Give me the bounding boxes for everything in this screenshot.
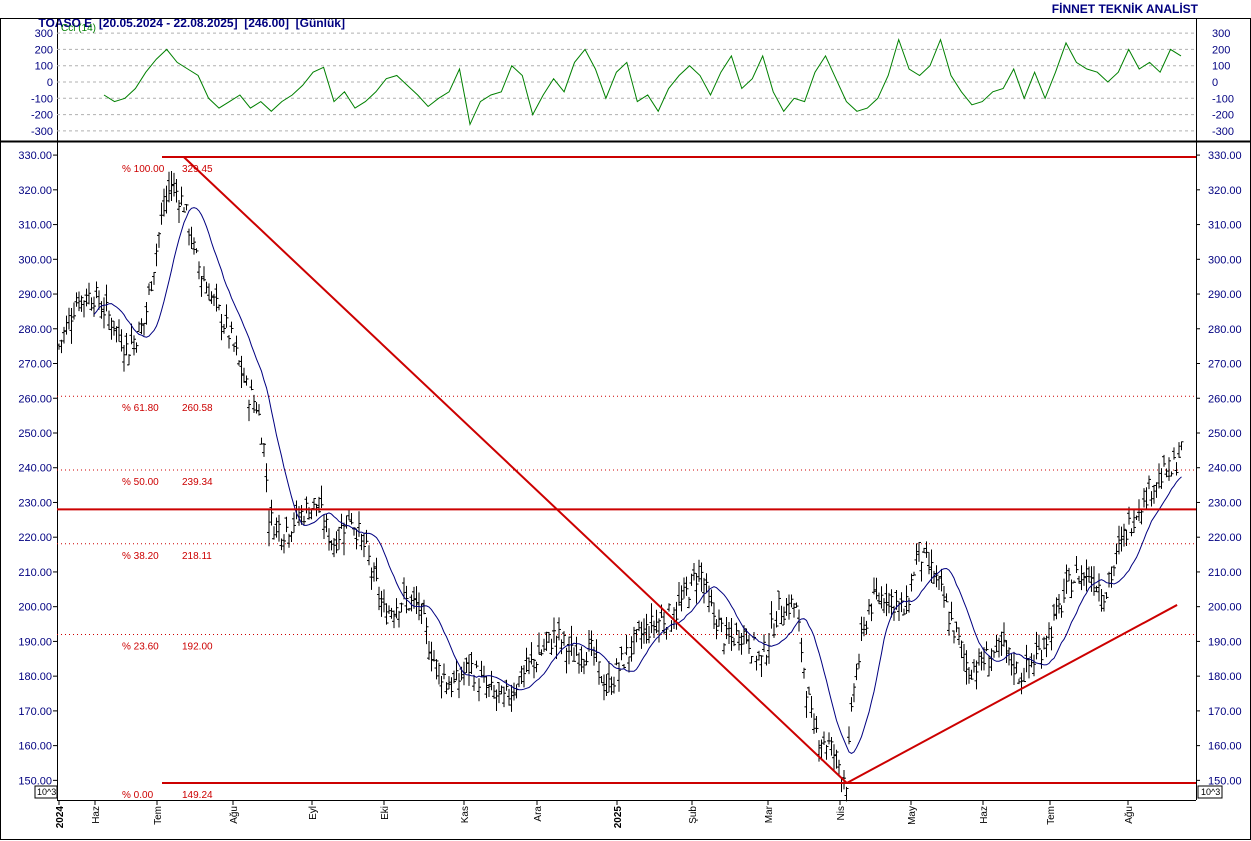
ticker-label: TOASO E bbox=[38, 16, 93, 30]
fib-pct-label: % 23.60 bbox=[122, 641, 159, 652]
cci-tick-label-right: -300 bbox=[1212, 126, 1234, 138]
price-tick-label-left: 260.00 bbox=[18, 393, 52, 405]
price-tick-label-left: 330.00 bbox=[18, 150, 52, 162]
cci-series-line bbox=[103, 37, 1182, 127]
price-tick-label-right: 220.00 bbox=[1208, 532, 1242, 544]
x-tick-label: Ağu bbox=[1124, 806, 1135, 824]
price-tick-label-right: 190.00 bbox=[1208, 636, 1242, 648]
fib-pct-label: % 61.80 bbox=[122, 403, 159, 414]
trendline bbox=[183, 156, 848, 784]
price-tick-label-left: 220.00 bbox=[18, 532, 52, 544]
x-tick-label: Kas bbox=[460, 806, 471, 823]
scale-box-right bbox=[1197, 785, 1223, 799]
cci-tick-label-right: 0 bbox=[1212, 77, 1218, 89]
fib-value-label: 218.11 bbox=[182, 551, 212, 562]
cci-tick-label-left: 300 bbox=[35, 28, 53, 40]
price-tick-label-left: 150.00 bbox=[18, 775, 52, 787]
price-tick-label-left: 160.00 bbox=[18, 741, 52, 753]
cci-tick-label-left: 100 bbox=[35, 61, 53, 73]
price-bars bbox=[57, 170, 1184, 802]
price-tick-label-right: 310.00 bbox=[1208, 220, 1242, 232]
x-tick-label: Ara bbox=[533, 806, 544, 822]
price-tick-label-left: 230.00 bbox=[18, 497, 52, 509]
x-tick-label: 2024 bbox=[55, 806, 66, 829]
price-tick-label-right: 180.00 bbox=[1208, 671, 1242, 683]
cci-tick-label-left: -300 bbox=[31, 126, 53, 138]
x-tick-label: Mar bbox=[764, 805, 775, 823]
brand-label: FİNNET TEKNİK ANALİST bbox=[1051, 2, 1198, 16]
price-tick-label-left: 240.00 bbox=[18, 463, 52, 475]
cci-tick-label-right: -100 bbox=[1212, 93, 1234, 105]
fib-pct-label: % 0.00 bbox=[122, 790, 154, 801]
chart-header-left: TOASO E [20.05.2024 - 22.08.2025] [246.0… bbox=[25, 2, 345, 44]
price-tick-label-left: 180.00 bbox=[18, 671, 52, 683]
price-tick-label-right: 320.00 bbox=[1208, 185, 1242, 197]
fib-value-label: 239.34 bbox=[182, 477, 213, 488]
trendline bbox=[846, 604, 1178, 784]
price-tick-label-left: 270.00 bbox=[18, 359, 52, 371]
price-tick-label-right: 280.00 bbox=[1208, 324, 1242, 336]
price-tick-label-right: 250.00 bbox=[1208, 428, 1242, 440]
x-tick-label: Eyl bbox=[308, 806, 319, 820]
price-tick-label-right: 260.00 bbox=[1208, 393, 1242, 405]
price-tick-label-right: 270.00 bbox=[1208, 359, 1242, 371]
price-tick-label-right: 230.00 bbox=[1208, 497, 1242, 509]
period-label: [Günlük] bbox=[295, 16, 345, 30]
x-tick-label: Haz bbox=[979, 806, 990, 824]
price-tick-label-left: 300.00 bbox=[18, 254, 52, 266]
fib-value-label: 192.00 bbox=[182, 641, 213, 652]
cci-tick-label-right: -200 bbox=[1212, 110, 1234, 122]
x-tick-label: Haz bbox=[91, 806, 102, 824]
price-tick-label-right: 160.00 bbox=[1208, 741, 1242, 753]
scale-label-left: 10^3 bbox=[37, 787, 56, 797]
cci-title: Cci (14) bbox=[61, 23, 96, 34]
x-tick-label: May bbox=[907, 806, 918, 825]
x-tick-label: Ağu bbox=[229, 806, 240, 824]
price-tick-label-right: 330.00 bbox=[1208, 150, 1242, 162]
fib-pct-label: % 38.20 bbox=[122, 551, 159, 562]
x-tick-label: Şub bbox=[688, 806, 699, 824]
price-tick-label-left: 250.00 bbox=[18, 428, 52, 440]
cci-tick-label-left: 200 bbox=[35, 44, 53, 56]
price-tick-label-right: 170.00 bbox=[1208, 706, 1242, 718]
cci-tick-label-right: 200 bbox=[1212, 44, 1230, 56]
last-price-label: [246.00] bbox=[244, 16, 289, 30]
cci-tick-label-left: -200 bbox=[31, 110, 53, 122]
fib-value-label: 260.58 bbox=[182, 403, 213, 414]
price-tick-label-left: 200.00 bbox=[18, 602, 52, 614]
x-tick-label: Tem bbox=[153, 806, 164, 825]
price-tick-label-right: 300.00 bbox=[1208, 254, 1242, 266]
x-tick-label: Eki bbox=[380, 806, 391, 820]
date-range-label: [20.05.2024 - 22.08.2025] bbox=[98, 16, 238, 30]
price-tick-label-right: 210.00 bbox=[1208, 567, 1242, 579]
moving-average-line bbox=[93, 207, 1182, 754]
price-tick-label-left: 170.00 bbox=[18, 706, 52, 718]
fib-value-label: 149.24 bbox=[182, 790, 213, 801]
x-tick-label: 2025 bbox=[613, 806, 624, 829]
price-tick-label-left: 190.00 bbox=[18, 636, 52, 648]
price-tick-label-left: 210.00 bbox=[18, 567, 52, 579]
price-tick-label-left: 290.00 bbox=[18, 289, 52, 301]
price-tick-label-right: 150.00 bbox=[1208, 775, 1242, 787]
price-tick-label-right: 240.00 bbox=[1208, 463, 1242, 475]
fib-pct-label: % 100.00 bbox=[122, 164, 165, 175]
cci-tick-label-left: 0 bbox=[47, 77, 53, 89]
cci-tick-label-left: -100 bbox=[31, 93, 53, 105]
cci-tick-label-right: 300 bbox=[1212, 28, 1230, 40]
x-tick-label: Nis bbox=[836, 806, 847, 820]
price-tick-label-right: 200.00 bbox=[1208, 602, 1242, 614]
scale-box-left bbox=[34, 785, 58, 799]
x-tick-label: Tem bbox=[1046, 806, 1057, 825]
price-tick-label-right: 290.00 bbox=[1208, 289, 1242, 301]
price-tick-label-left: 310.00 bbox=[18, 220, 52, 232]
fib-pct-label: % 50.00 bbox=[122, 477, 159, 488]
cci-tick-label-right: 100 bbox=[1212, 61, 1230, 73]
scale-label-right: 10^3 bbox=[1201, 787, 1220, 797]
price-tick-label-left: 320.00 bbox=[18, 185, 52, 197]
price-tick-label-left: 280.00 bbox=[18, 324, 52, 336]
